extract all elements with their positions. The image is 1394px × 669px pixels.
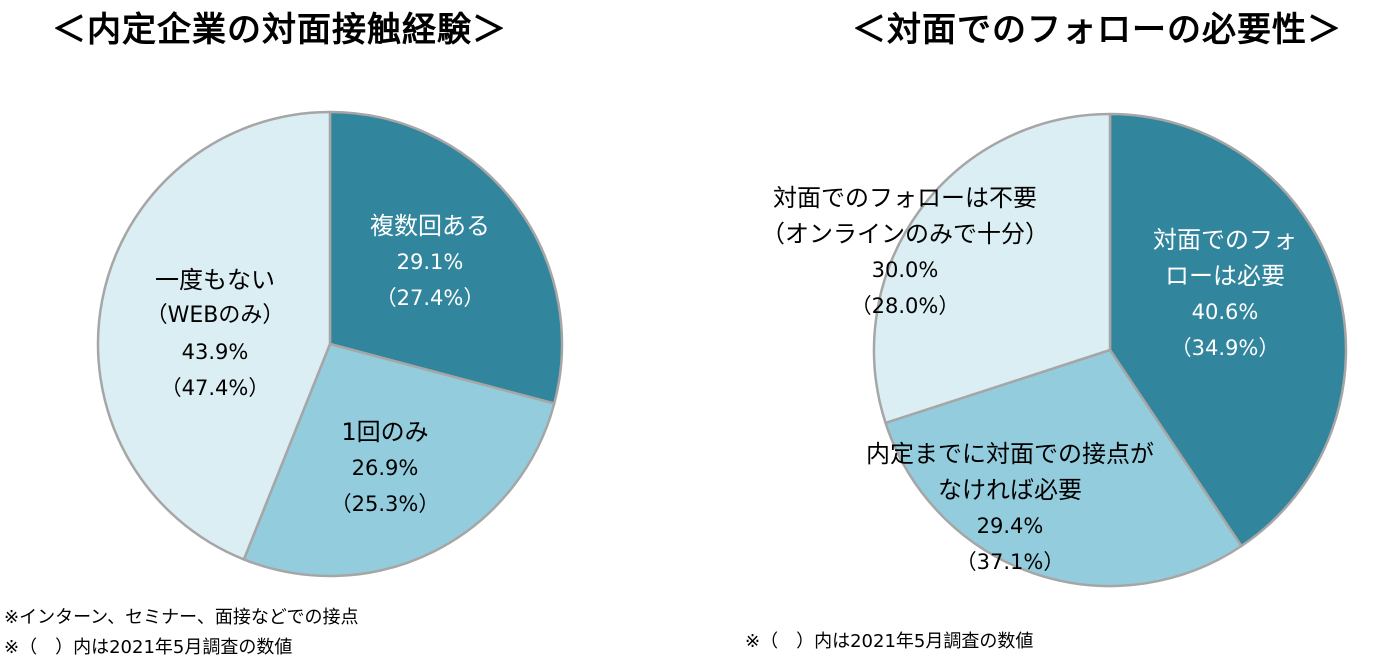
pie-slice-1-0 [1108,112,1348,548]
slice-value: 26.9% [351,456,419,480]
slice-prev-value: （25.3%） [330,492,440,516]
slice-name-line2: （WEBのみ） [145,303,285,328]
slice-name: 1回のみ [341,418,429,446]
slice-name-line2: （オンラインのみで十分） [761,220,1049,248]
footnote-survey-reference-right: ※（ ）内は2021年5月調査の数値 [745,631,1034,652]
slice-label-follow-unnecessary: 対面でのフォローは不要 （オンラインのみで十分） 30.0% （28.0%） [745,180,1065,324]
slice-name: 複数回ある [370,212,490,240]
slice-prev-value: （37.1%） [955,550,1065,574]
slice-value: 40.6% [1191,300,1259,324]
slice-value: 43.9% [181,340,249,364]
pie-slice-0-0 [328,110,564,405]
slice-value: 30.0% [871,258,939,282]
slice-name: 対面でのフォ [1153,226,1297,254]
pie-slice-1-2 [872,112,1112,425]
slice-label-multiple-times: 複数回ある 29.1% （27.4%） [330,208,530,316]
slice-prev-value: （28.0%） [850,294,960,318]
slice-label-required-if-no-contact: 内定までに対面での接点が なければ必要 29.4% （37.1%） [840,436,1180,580]
slice-name: 対面でのフォローは不要 [773,184,1037,212]
slice-name-line2: ローは必要 [1165,262,1285,290]
slice-value: 29.4% [976,514,1044,538]
footnote-contact-definition: ※インターン、セミナー、面接などでの接点 [4,607,359,628]
pie-slice-1-1 [884,348,1243,588]
footnote-survey-reference-left: ※（ ）内は2021年5月調査の数値 [4,637,293,658]
pie-slice-0-2 [96,110,332,561]
slice-name: 一度もない [155,266,275,294]
pie-slice-0-1 [242,342,556,578]
slice-prev-value: （47.4%） [160,376,270,400]
chart-title-contact-experience: ＜内定企業の対面接触経験＞ [52,10,507,50]
slice-value: 29.1% [396,250,464,274]
slice-name-line2: なければ必要 [938,476,1082,504]
slice-label-follow-required: 対面でのフォ ローは必要 40.6% （34.9%） [1125,222,1325,366]
slice-label-once-only: 1回のみ 26.9% （25.3%） [285,414,485,522]
slice-label-never-web-only: 一度もない （WEBのみ） 43.9% （47.4%） [115,262,315,406]
slice-name: 内定までに対面での接点が [866,440,1154,468]
slice-prev-value: （34.9%） [1170,336,1280,360]
chart-title-follow-necessity: ＜対面でのフォローの必要性＞ [852,10,1342,50]
slice-prev-value: （27.4%） [375,286,485,310]
